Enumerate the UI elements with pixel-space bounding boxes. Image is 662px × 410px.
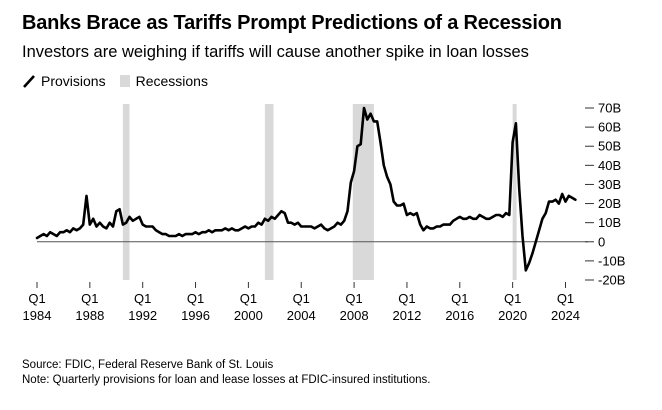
x-tick-label-quarter: Q1 xyxy=(187,291,204,306)
y-tick-label: 10B xyxy=(598,215,621,230)
x-tick-label-year: 2016 xyxy=(445,308,474,323)
x-tick-label-year: 2008 xyxy=(340,308,369,323)
x-tick-label-year: 2024 xyxy=(551,308,580,323)
x-tick-label-quarter: Q1 xyxy=(398,291,415,306)
legend: Provisions Recessions xyxy=(22,72,222,90)
y-tick-label: 60B xyxy=(598,120,621,135)
legend-label-recessions: Recessions xyxy=(135,73,208,89)
x-tick-label-quarter: Q1 xyxy=(293,291,310,306)
recession-swatch-icon xyxy=(119,75,130,87)
line-swatch-icon xyxy=(23,75,35,88)
recession-band-2 xyxy=(264,104,274,280)
x-axis: Q1 1984 Q1 1988 Q1 1992 Q1 1996 Q1 2000 Q1 2004 Q1 20… xyxy=(23,282,580,323)
legend-label-provisions: Provisions xyxy=(41,73,106,89)
source-note: Source: FDIC, Federal Reserve Bank of St… xyxy=(22,359,274,371)
recession-band-1 xyxy=(122,104,130,280)
x-tick-label-quarter: Q1 xyxy=(240,291,257,306)
recession-band-4 xyxy=(512,104,517,280)
x-tick-label-quarter: Q1 xyxy=(81,291,98,306)
x-tick-label-year: 2012 xyxy=(392,308,421,323)
y-tick-label: -20B xyxy=(598,273,625,288)
x-tick-label-quarter: Q1 xyxy=(345,291,362,306)
y-tick-label: 70B xyxy=(598,101,621,116)
recession-band-3 xyxy=(352,104,374,280)
x-tick-label-year: 1988 xyxy=(75,308,104,323)
recession-bands xyxy=(122,104,517,280)
x-tick-label-year: 1984 xyxy=(23,308,52,323)
x-tick-label-year: 2004 xyxy=(287,308,316,323)
x-tick-label-quarter: Q1 xyxy=(504,291,521,306)
footnote: Note: Quarterly provisions for loan and … xyxy=(22,374,431,386)
y-tick-label: 30B xyxy=(598,177,621,192)
legend-item-recessions: Recessions xyxy=(119,73,208,89)
x-tick-label-year: 2020 xyxy=(498,308,527,323)
y-tick-label: 20B xyxy=(598,196,621,211)
y-tick-label: 0 xyxy=(598,234,605,249)
x-tick-label-quarter: Q1 xyxy=(134,291,151,306)
x-tick-label-year: 2000 xyxy=(234,308,263,323)
y-tick-label: -10B xyxy=(598,253,625,268)
series-line-provisions xyxy=(35,106,577,272)
series-layer xyxy=(35,106,577,272)
x-tick-label-quarter: Q1 xyxy=(557,291,574,306)
x-tick-label-year: 1992 xyxy=(128,308,157,323)
chart-subtitle: Investors are weighing if tariffs will c… xyxy=(22,43,529,61)
y-axis: 70B 60B 50B 40B 30B 20B 10B 0 -10B -20B xyxy=(585,101,625,288)
x-tick-label-year: 1996 xyxy=(181,308,210,323)
chart-title: Banks Brace as Tariffs Prompt Prediction… xyxy=(22,12,562,34)
x-tick-label-quarter: Q1 xyxy=(451,291,468,306)
y-tick-label: 50B xyxy=(598,139,621,154)
legend-item-provisions: Provisions xyxy=(22,73,106,89)
x-tick-label-quarter: Q1 xyxy=(28,291,45,306)
y-tick-label: 40B xyxy=(598,158,621,173)
